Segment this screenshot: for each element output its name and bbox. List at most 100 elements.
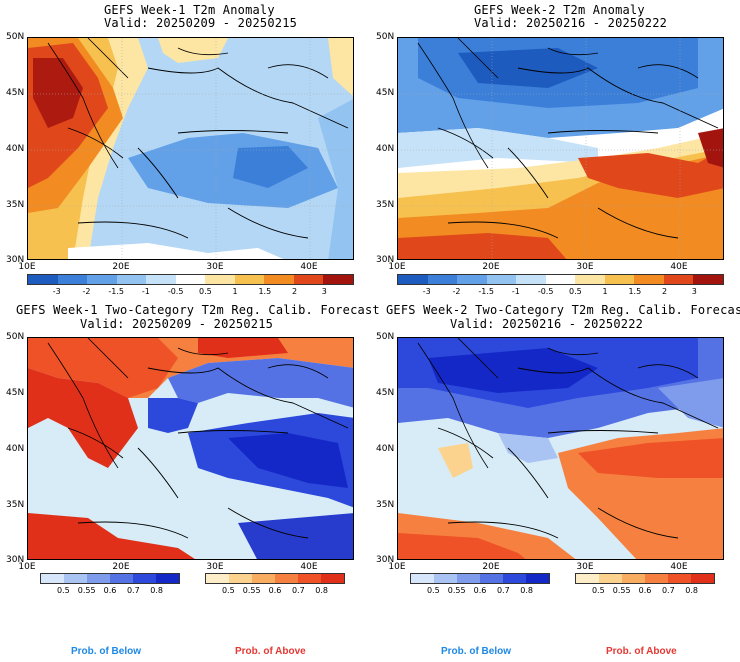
panel2-lat-35: 35N bbox=[376, 200, 395, 210]
panel4-prob-below-label: Prob. of Below bbox=[441, 646, 511, 657]
colorbar-tick-label: 0.5 bbox=[198, 287, 212, 296]
colorbar-tick-label: 0.5 bbox=[591, 586, 605, 595]
panel3-lon-30: 30E bbox=[206, 562, 224, 572]
colorbar-swatch bbox=[486, 275, 517, 284]
colorbar-tick-label: 2 bbox=[291, 287, 298, 296]
colorbar-swatch bbox=[526, 574, 549, 583]
panel2-map bbox=[397, 37, 724, 260]
panel1-colorbar bbox=[27, 274, 354, 285]
panel1-lat-30: 30N bbox=[6, 255, 25, 265]
colorbar-swatch bbox=[28, 275, 58, 284]
panel2-lon-20: 20E bbox=[482, 262, 500, 272]
panel1-map bbox=[27, 37, 354, 260]
panel1-lat-50: 50N bbox=[6, 32, 25, 42]
colorbar-tick-label: -3 bbox=[422, 287, 431, 296]
colorbar-swatch bbox=[516, 275, 546, 284]
panel4-lon-40: 40E bbox=[670, 562, 688, 572]
colorbar-tick-label: 0.6 bbox=[268, 586, 282, 595]
panel4-lon-10: 10E bbox=[388, 562, 406, 572]
colorbar-swatch bbox=[663, 275, 694, 284]
panel4-lat-50: 50N bbox=[376, 332, 395, 342]
colorbar-tick-label: 0.55 bbox=[447, 586, 466, 595]
colorbar-tick-label: 0.8 bbox=[150, 586, 164, 595]
colorbar-swatch bbox=[264, 275, 294, 284]
colorbar-swatch bbox=[234, 275, 265, 284]
panel2-lat-30: 30N bbox=[376, 255, 395, 265]
colorbar-swatch bbox=[434, 574, 457, 583]
colorbar-swatch bbox=[64, 574, 87, 583]
colorbar-tick-label: -0.5 bbox=[537, 287, 554, 296]
panel1-lon-40: 40E bbox=[300, 262, 318, 272]
colorbar-tick-label: 0.7 bbox=[496, 586, 510, 595]
panel4-lat-45: 45N bbox=[376, 388, 395, 398]
panel4-above-colorbar bbox=[575, 573, 715, 584]
colorbar-tick-label: -1 bbox=[141, 287, 150, 296]
colorbar-tick-label: 0.55 bbox=[242, 586, 261, 595]
panel1-lat-35: 35N bbox=[6, 200, 25, 210]
colorbar-swatch bbox=[668, 574, 691, 583]
panel3-lat-45: 45N bbox=[6, 388, 25, 398]
panel2-valid: Valid: 20250216 - 20250222 bbox=[474, 16, 668, 30]
colorbar-swatch bbox=[645, 574, 668, 583]
panel1-lat-45: 45N bbox=[6, 88, 25, 98]
colorbar-tick-label: 0.8 bbox=[685, 586, 699, 595]
colorbar-swatch bbox=[205, 275, 235, 284]
colorbar-tick-label: 1 bbox=[602, 287, 608, 296]
panel4-title: GEFS Week-2 Two-Category T2m Reg. Calib.… bbox=[386, 303, 740, 317]
colorbar-tick-label: 1 bbox=[232, 287, 238, 296]
colorbar-tick-label: 0.6 bbox=[473, 586, 487, 595]
colorbar-swatch bbox=[411, 574, 434, 583]
colorbar-swatch bbox=[427, 275, 458, 284]
colorbar-tick-label: 0.5 bbox=[56, 586, 70, 595]
colorbar-tick-label: -2 bbox=[452, 287, 461, 296]
panel4-below-colorbar bbox=[410, 573, 550, 584]
colorbar-swatch bbox=[480, 574, 503, 583]
panel2-lon-40: 40E bbox=[670, 262, 688, 272]
panel3-map bbox=[27, 337, 354, 560]
panel3-lon-10: 10E bbox=[18, 562, 36, 572]
colorbar-swatch bbox=[545, 275, 576, 284]
colorbar-tick-label: -1 bbox=[511, 287, 520, 296]
panel1-valid: Valid: 20250209 - 20250215 bbox=[104, 16, 298, 30]
colorbar-tick-label: 3 bbox=[691, 287, 697, 296]
colorbar-tick-label: 1.5 bbox=[258, 287, 272, 296]
panel4-lat-40: 40N bbox=[376, 444, 395, 454]
colorbar-tick-label: 0.8 bbox=[520, 586, 534, 595]
colorbar-swatch bbox=[175, 275, 206, 284]
panel3-lat-35: 35N bbox=[6, 500, 25, 510]
panel3-valid: Valid: 20250209 - 20250215 bbox=[80, 317, 274, 331]
colorbar-swatch bbox=[57, 275, 88, 284]
colorbar-swatch bbox=[156, 574, 179, 583]
colorbar-swatch bbox=[206, 574, 229, 583]
panel4-lon-20: 20E bbox=[482, 562, 500, 572]
panel3-prob-above-label: Prob. of Above bbox=[235, 646, 306, 657]
colorbar-swatch bbox=[634, 275, 664, 284]
colorbar-swatch bbox=[229, 574, 252, 583]
colorbar-swatch bbox=[252, 574, 275, 583]
colorbar-tick-label: 0.5 bbox=[568, 287, 582, 296]
colorbar-tick-label: 3 bbox=[321, 287, 327, 296]
colorbar-tick-label: 0.55 bbox=[77, 586, 96, 595]
colorbar-tick-label: -2 bbox=[82, 287, 91, 296]
colorbar-tick-label: -3 bbox=[52, 287, 61, 296]
colorbar-tick-label: -1.5 bbox=[108, 287, 124, 296]
panel2-lat-50: 50N bbox=[376, 32, 395, 42]
colorbar-tick-label: 0.7 bbox=[291, 586, 305, 595]
panel1-title: GEFS Week-1 T2m Anomaly bbox=[104, 3, 275, 17]
panel3-lat-30: 30N bbox=[6, 555, 25, 565]
colorbar-swatch bbox=[691, 574, 714, 583]
panel3-lon-20: 20E bbox=[112, 562, 130, 572]
colorbar-swatch bbox=[398, 275, 428, 284]
panel2-title: GEFS Week-2 T2m Anomaly bbox=[474, 3, 645, 17]
colorbar-tick-label: 0.7 bbox=[126, 586, 140, 595]
colorbar-swatch bbox=[599, 574, 622, 583]
panel2-lat-45: 45N bbox=[376, 88, 395, 98]
panel1-lon-10: 10E bbox=[18, 262, 36, 272]
panel3-lat-40: 40N bbox=[6, 444, 25, 454]
colorbar-swatch bbox=[604, 275, 635, 284]
colorbar-swatch bbox=[622, 574, 645, 583]
colorbar-tick-label: 1.5 bbox=[628, 287, 642, 296]
colorbar-swatch bbox=[503, 574, 526, 583]
panel3-above-colorbar bbox=[205, 573, 345, 584]
colorbar-swatch bbox=[87, 574, 110, 583]
